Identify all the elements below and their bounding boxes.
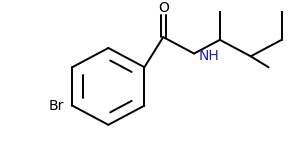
Text: Br: Br <box>49 99 64 113</box>
Text: NH: NH <box>199 49 220 63</box>
Text: O: O <box>158 1 169 15</box>
